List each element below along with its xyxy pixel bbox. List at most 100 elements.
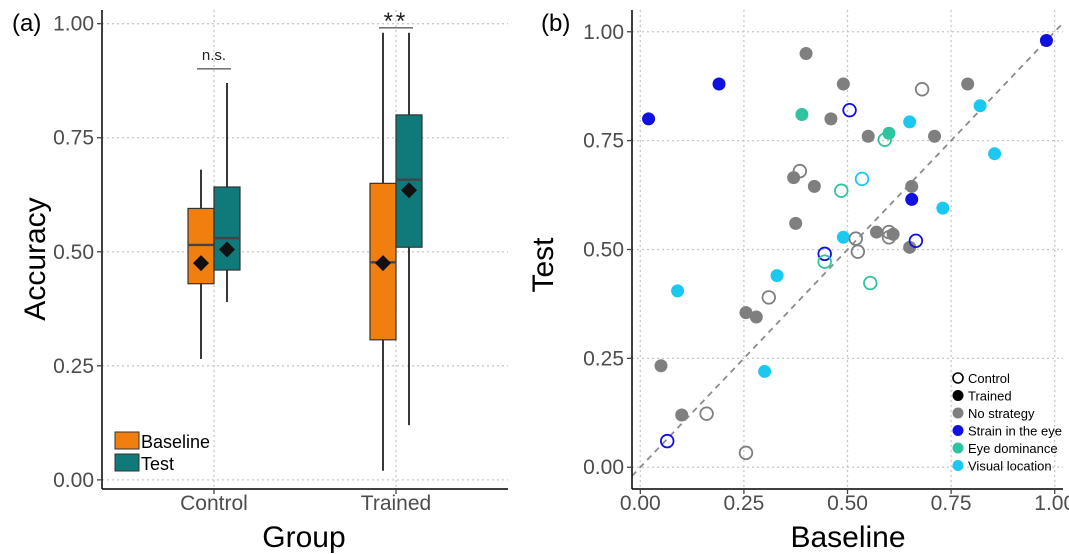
panel-b-y-tick-label: 0.00: [583, 456, 624, 479]
legend-filled-marker: [952, 390, 964, 401]
legend-label: Strain in the eye: [968, 424, 1062, 439]
panel-b-y-tick-label: 0.50: [583, 239, 624, 262]
box-body: [395, 114, 423, 248]
point-trained-eye-dominance: [882, 126, 896, 140]
panel-b-identity-line: [631, 22, 1064, 477]
panel-a-boxes: [187, 32, 423, 471]
panel-a-boxplot: (a) n.s. ** 0.00 0.25 0.50 0.75 1.00 Control T…: [12, 8, 508, 554]
panel-b-legend: Control Trained No strategy Strain in the e…: [952, 371, 1062, 474]
identity-reference-line: [631, 22, 1064, 477]
point-trained-no-strategy: [807, 179, 821, 193]
point-trained-visual-location: [936, 201, 950, 215]
panel-a-annotations: n.s. **: [197, 8, 413, 70]
point-trained-strain-in-the-eye: [1039, 33, 1053, 47]
point-trained-strain-in-the-eye: [712, 77, 726, 91]
legend-item-no-strategy: No strategy: [952, 406, 1035, 421]
box-baseline-control: [187, 169, 215, 359]
panel-a-gridlines: [102, 10, 508, 489]
mean-diamond-marker: [401, 182, 417, 199]
point-control-no-strategy: [699, 406, 714, 421]
panel-b-y-axis-title: Test: [527, 237, 560, 293]
legend-label: Baseline: [141, 432, 210, 452]
panel-b-x-axis-title: Baseline: [790, 521, 905, 554]
mean-diamond-marker: [193, 255, 209, 272]
point-trained-eye-dominance: [795, 108, 809, 122]
box-baseline-trained: [369, 32, 397, 471]
point-control-strain-in-the-eye: [842, 102, 857, 118]
panel-b-x-tick-label: 1.00: [1034, 492, 1069, 515]
panel-a-y-tick-label: 1.00: [53, 13, 94, 36]
legend-item-eye-dominance: Eye dominance: [952, 441, 1058, 456]
panel-a-x-tick-label: Control: [180, 492, 248, 515]
point-trained-no-strategy: [824, 112, 838, 126]
panel-b-axes: [627, 10, 1063, 494]
panel-a-axes: [97, 10, 508, 494]
legend-label: Trained: [968, 389, 1012, 404]
point-trained-no-strategy: [675, 408, 689, 422]
point-trained-visual-location: [770, 269, 784, 283]
panel-b-label: (b): [541, 10, 570, 37]
point-trained-no-strategy: [870, 225, 884, 239]
point-control-no-strategy: [848, 231, 863, 246]
panel-a-y-tick-label: 0.50: [53, 241, 94, 264]
legend-swatch: [114, 431, 140, 450]
point-trained-visual-location: [903, 115, 917, 129]
panel-a-x-axis-title: Group: [262, 521, 345, 554]
point-trained-no-strategy: [739, 306, 753, 320]
point-control-no-strategy: [792, 163, 808, 179]
point-trained-no-strategy: [928, 129, 942, 143]
panel-b-x-tick-label: 0.25: [723, 492, 764, 515]
point-trained-no-strategy: [799, 47, 813, 61]
point-control-eye-dominance: [877, 132, 892, 147]
significance-label: **: [384, 8, 409, 35]
box-test-control: [213, 82, 241, 302]
point-trained-visual-location: [758, 364, 772, 378]
legend-label: Visual location: [968, 459, 1052, 474]
point-control-visual-location: [854, 171, 870, 187]
legend-color-marker: [952, 407, 964, 419]
panel-b-x-tick-label: 0.75: [931, 492, 972, 515]
panel-b-x-tick-label: 0.00: [620, 492, 661, 515]
point-control-eye-dominance: [817, 254, 832, 269]
legend-swatch: [114, 453, 140, 472]
panel-a-y-tick-label: 0.00: [53, 469, 94, 492]
legend-open-marker: [952, 372, 964, 384]
point-trained-no-strategy: [789, 216, 803, 230]
box-test-trained: [395, 32, 423, 426]
point-control-no-strategy: [761, 290, 776, 305]
point-trained-no-strategy: [749, 310, 763, 324]
panel-b-points: [642, 33, 1053, 461]
legend-label: Control: [968, 371, 1010, 386]
point-trained-no-strategy: [861, 129, 875, 143]
point-control-strain-in-the-eye: [908, 233, 924, 248]
legend-item-strain-in-the-eye: Strain in the eye: [952, 424, 1062, 439]
panel-a-y-tick-label: 0.75: [53, 127, 94, 150]
panel-b-y-tick-label: 0.25: [583, 347, 624, 370]
point-control-strain-in-the-eye: [817, 246, 832, 262]
legend-label: No strategy: [968, 406, 1035, 421]
panel-b-x-tick-labels: 0.00 0.25 0.50 0.75 1.00: [620, 492, 1069, 515]
legend-item-test: Test: [114, 453, 174, 474]
panel-b-y-tick-label: 0.75: [583, 130, 624, 153]
point-trained-no-strategy: [961, 77, 975, 91]
legend-item-visual-location: Visual location: [952, 459, 1052, 474]
point-trained-visual-location: [671, 284, 685, 298]
panel-a-x-tick-labels: Control Trained: [180, 492, 431, 515]
legend-color-marker: [952, 442, 964, 454]
point-control-no-strategy: [850, 244, 866, 259]
panel-b-y-tick-labels: 0.00 0.25 0.50 0.75 1.00: [583, 21, 624, 479]
point-trained-no-strategy: [903, 240, 917, 254]
mean-diamond-marker: [375, 255, 391, 272]
point-control-no-strategy: [738, 445, 754, 461]
point-control-no-strategy: [914, 82, 930, 97]
panel-b-scatter: (b) 0.00 0.25 0.50 0.75 1.00 0.00 0.25 0.50 0.7…: [527, 10, 1069, 554]
point-control-no-strategy: [881, 224, 897, 240]
legend-color-marker: [952, 425, 964, 436]
point-control-eye-dominance: [834, 183, 849, 198]
point-trained-visual-location: [988, 147, 1002, 161]
point-trained-no-strategy: [654, 359, 668, 373]
point-trained-strain-in-the-eye: [905, 192, 919, 206]
panel-b-x-tick-label: 0.50: [827, 492, 868, 515]
point-trained-no-strategy: [905, 179, 919, 193]
